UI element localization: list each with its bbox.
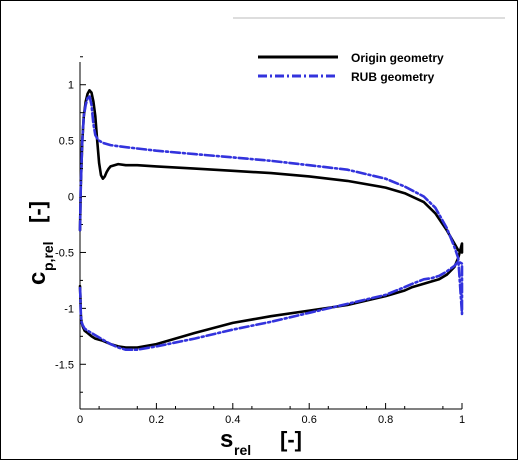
- y-tick-label: -1.5: [55, 359, 74, 371]
- x-axis-title-unit: [-]: [280, 427, 302, 452]
- x-tick-label: 0.2: [149, 414, 164, 426]
- y-tick-label: -1: [64, 303, 74, 315]
- x-tick-label: 0.4: [225, 414, 240, 426]
- legend: Origin geometry RUB geometry: [258, 51, 444, 84]
- y-axis-title: c p,rel [-]: [24, 201, 56, 285]
- x-tick-label: 0.8: [378, 414, 393, 426]
- legend-label-rub: RUB geometry: [351, 70, 435, 84]
- y-tick-label: -0.5: [55, 247, 74, 259]
- y-axis-title-unit: [-]: [25, 201, 50, 223]
- y-tick-label: 1: [68, 80, 74, 92]
- series-line-1: [78, 94, 464, 352]
- y-tick-label: 0: [68, 192, 74, 204]
- x-axis-title: s rel [-]: [220, 426, 302, 458]
- legend-label-origin: Origin geometry: [351, 51, 444, 65]
- x-axis-title-main: s: [220, 426, 233, 453]
- axes: [79, 62, 462, 410]
- y-axis-title-main: c: [24, 272, 51, 285]
- x-tick-label: 1: [459, 414, 465, 426]
- y-axis-title-sub: p,rel: [40, 241, 56, 271]
- y-tick-label: 0.5: [59, 136, 74, 148]
- x-tick-label: 0.6: [302, 414, 317, 426]
- series-lines: [78, 89, 464, 352]
- x-axis-title-sub: rel: [234, 442, 251, 458]
- series-line-0: [78, 89, 464, 349]
- x-tick-label: 0: [77, 414, 83, 426]
- ticks: 0 0.2 0.4 0.6 0.8 1 1 0.5 0 -0.5 -1 -1.5: [55, 56, 465, 426]
